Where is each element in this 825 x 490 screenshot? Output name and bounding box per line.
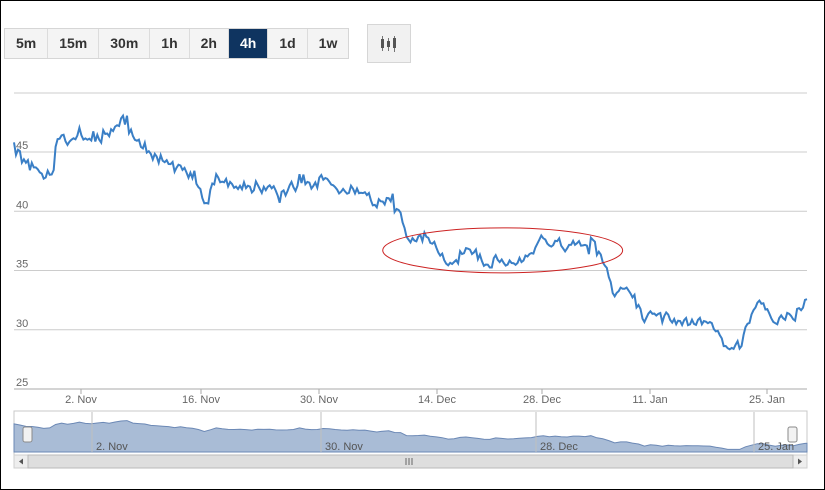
scrollbar-grip-icon bbox=[405, 458, 413, 465]
timeframe-button-1h[interactable]: 1h bbox=[150, 29, 190, 58]
navigator-area bbox=[13, 420, 808, 453]
scroll-right-icon[interactable] bbox=[798, 458, 802, 465]
y-tick-label: 40 bbox=[16, 199, 28, 211]
highlight-ellipse bbox=[382, 227, 624, 274]
navigator-tick-label: 25. Jan bbox=[758, 441, 794, 453]
scrollbar[interactable] bbox=[13, 454, 808, 469]
chart-type-button[interactable] bbox=[367, 24, 411, 63]
y-tick-label: 45 bbox=[16, 140, 28, 152]
navigator-labels: 2. Nov 30. Nov 28. Dec 25. Jan bbox=[91, 412, 794, 453]
x-tick-label: 16. Nov bbox=[182, 394, 220, 406]
navigator-tick-label: 30. Nov bbox=[325, 441, 363, 453]
x-tick-label: 30. Nov bbox=[300, 394, 338, 406]
navigator-tick-label: 2. Nov bbox=[96, 441, 128, 453]
x-axis-labels: 2. Nov 16. Nov 30. Nov 14. Dec 28. Dec 11. Ja… bbox=[14, 388, 807, 406]
timeframe-button-1w[interactable]: 1w bbox=[307, 29, 349, 58]
y-axis-labels: 45 40 35 30 25 bbox=[16, 140, 28, 389]
timeframe-button-30m[interactable]: 30m bbox=[99, 29, 151, 58]
scroll-left-icon[interactable] bbox=[19, 458, 23, 465]
scrollbar-thumb[interactable] bbox=[27, 454, 794, 469]
x-tick-label: 25. Jan bbox=[749, 394, 785, 406]
y-tick-label: 25 bbox=[16, 377, 28, 389]
x-tick-label: 11. Jan bbox=[632, 394, 667, 406]
y-tick-label: 35 bbox=[16, 259, 28, 271]
timeframe-button-4h[interactable]: 4h bbox=[228, 29, 269, 58]
timeframe-button-2h[interactable]: 2h bbox=[189, 29, 229, 58]
timeframe-button-5m[interactable]: 5m bbox=[5, 29, 49, 58]
timeframe-button-15m[interactable]: 15m bbox=[48, 29, 100, 58]
x-tick-label: 2. Nov bbox=[65, 394, 97, 406]
x-tick-label: 28. Dec bbox=[523, 394, 561, 406]
x-tick-label: 14. Dec bbox=[418, 394, 456, 406]
navigator[interactable]: 2. Nov 30. Nov 28. Dec 25. Jan bbox=[13, 410, 808, 457]
y-tick-label: 30 bbox=[16, 318, 28, 330]
timeframe-toolbar: 5m 15m 30m 1h 2h 4h 1d 1w bbox=[4, 28, 350, 59]
navigator-tick-label: 28. Dec bbox=[540, 441, 578, 453]
candlestick-icon bbox=[381, 35, 396, 52]
navigator-right-handle[interactable] bbox=[787, 426, 798, 443]
price-line bbox=[13, 113, 808, 351]
timeframe-button-1d[interactable]: 1d bbox=[268, 29, 308, 58]
navigator-left-handle[interactable] bbox=[22, 426, 33, 443]
